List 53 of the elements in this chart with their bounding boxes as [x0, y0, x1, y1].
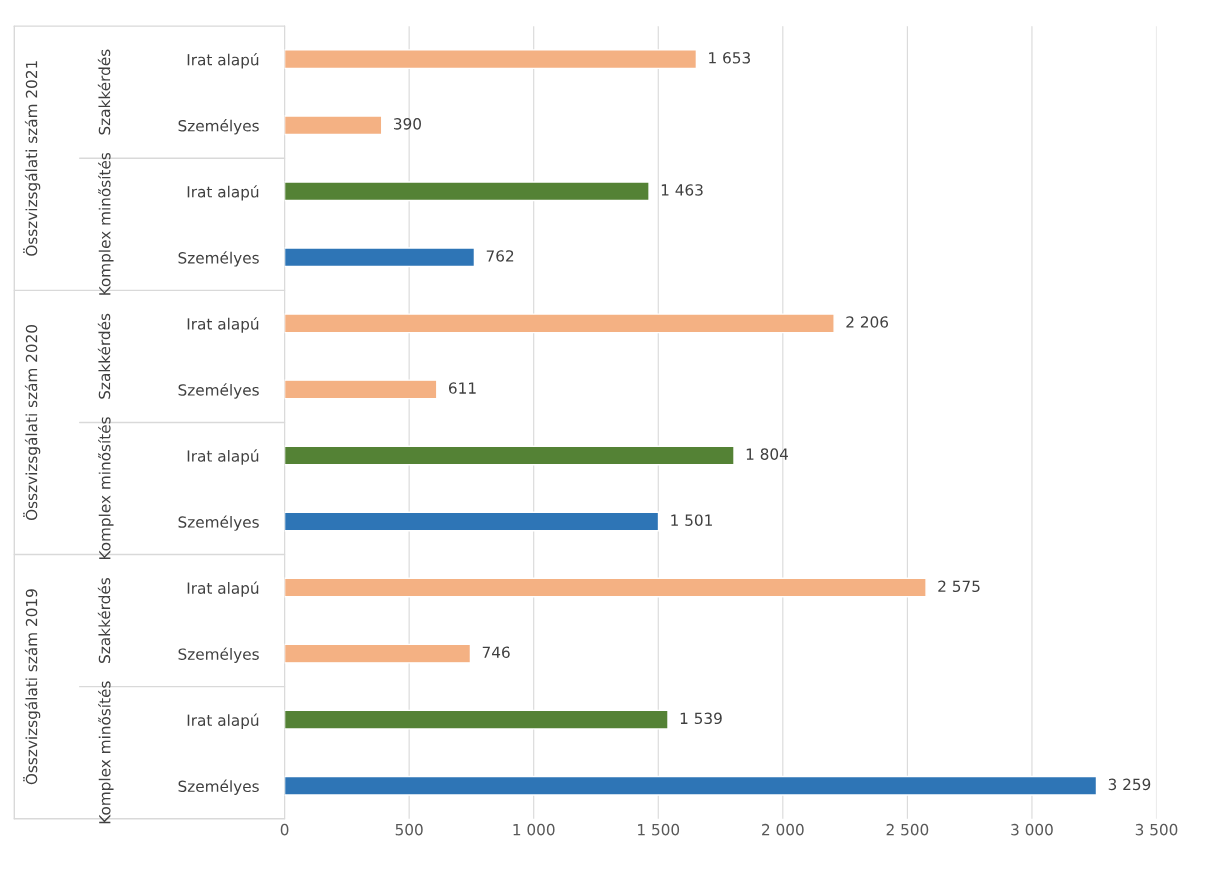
data-label: 1 653: [709, 52, 750, 64]
y-tick-label: Személyes: [178, 779, 259, 795]
data-label: 2 575: [938, 580, 980, 592]
bar: [284, 709, 669, 730]
text: Szakkérdés: [97, 49, 111, 135]
x-tick-label: 500: [395, 823, 423, 836]
data-label: 611: [448, 382, 476, 394]
data-label: 390: [394, 118, 421, 130]
y-tick-label: Személyes: [178, 515, 259, 531]
data-label: 3 259: [1108, 778, 1151, 791]
x-tick-label: 1 500: [638, 823, 680, 836]
bar: [284, 577, 927, 598]
x-tick-label: 1 000: [513, 823, 555, 836]
data-label: 1 539: [680, 712, 722, 725]
data-label: 1 463: [661, 184, 703, 196]
data-label: 746: [482, 646, 510, 659]
x-tick-label: 3 500: [1135, 823, 1178, 836]
bar: [284, 181, 650, 202]
data-label: 762: [486, 250, 514, 262]
x-tick-label: 2 500: [886, 823, 929, 836]
y-tick-label: Irat alapú: [187, 53, 259, 69]
text: Szakkérdés: [97, 313, 111, 399]
text: Összvizsgálati szám 2021: [23, 61, 41, 256]
bar: [284, 247, 476, 268]
y-tick-label: Irat alapú: [187, 185, 259, 201]
bar: [284, 313, 835, 334]
text: Komplex minősítés: [98, 417, 114, 560]
data-label: 1 501: [671, 514, 712, 526]
bar: [284, 643, 472, 664]
y-tick-label: Személyes: [178, 251, 259, 267]
y-tick-label: Irat alapú: [187, 449, 259, 465]
y-tick-label: Személyes: [178, 119, 259, 135]
bar: [284, 445, 735, 466]
text: Komplex minősítés: [98, 152, 114, 295]
y-tick-label: Irat alapú: [187, 317, 259, 333]
x-tick-label: 2 000: [762, 823, 804, 836]
bar: [284, 115, 383, 136]
bar: [284, 775, 1098, 796]
data-label: 1 804: [746, 448, 788, 460]
y-tick-label: Személyes: [178, 383, 259, 399]
y-tick-label: Személyes: [178, 647, 259, 663]
data-label: 2 206: [846, 316, 889, 328]
bar: [284, 379, 438, 400]
bar: [284, 49, 698, 70]
x-tick-label: 0: [280, 823, 289, 836]
bar: [284, 511, 660, 532]
x-tick-label: 3 000: [1011, 823, 1053, 836]
y-tick-label: Irat alapú: [187, 713, 259, 729]
text: Szakkérdés: [97, 577, 111, 663]
y-tick-label: Irat alapú: [187, 581, 259, 597]
text: Összvizsgálati szám 2020: [23, 324, 41, 521]
text: Komplex minősítés: [98, 681, 114, 824]
text: Összvizsgálati szám 2019: [23, 589, 41, 785]
